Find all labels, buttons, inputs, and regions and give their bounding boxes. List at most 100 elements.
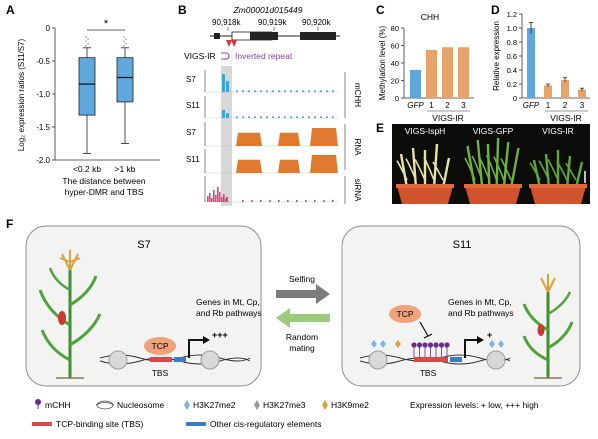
box-s11 — [341, 225, 581, 387]
legend-expression: Expression levels: + low, +++ high — [410, 400, 539, 410]
outlier-point — [125, 42, 127, 45]
mchh-mark — [411, 342, 417, 348]
mchh-signal — [272, 90, 274, 92]
sirna-signal — [223, 194, 225, 202]
panel-b-genome-browser: Zm00001d015449 90,918k 90,919k 90,920k V… — [184, 5, 362, 206]
mchh-signal — [278, 116, 280, 118]
construct-note: Inverted repeat — [235, 51, 293, 61]
mchh-signal — [326, 116, 328, 118]
mchh-signal — [278, 90, 280, 92]
coord-2: 90,919k — [258, 18, 287, 27]
random-mating-label: Random — [286, 332, 318, 342]
plant-leaf — [485, 154, 498, 181]
pot — [397, 186, 453, 204]
x-tick-label-a: <0.2 kb — [73, 164, 101, 174]
track-label-s7-rna: S7 — [186, 128, 196, 137]
sirna-signal — [211, 198, 213, 202]
sirna-signal — [260, 200, 262, 202]
mchh-mark — [427, 342, 434, 348]
gene-name: Zm00001d015449 — [232, 5, 302, 15]
sirna-signal — [332, 200, 334, 202]
mchh-signal — [290, 116, 292, 118]
tcp-protein — [389, 305, 421, 323]
inhibition-mark — [419, 321, 433, 339]
y-tick-label-a: -1.0 — [36, 90, 50, 99]
sirna-signal — [251, 200, 253, 202]
panel-letter-e: E — [376, 121, 384, 135]
nucleosome — [368, 350, 388, 370]
plant-leaf — [556, 160, 568, 181]
h3k27me2-mark — [380, 340, 386, 348]
plant-leaf — [432, 161, 444, 181]
plant-leaf — [405, 158, 417, 181]
pot-rim — [529, 184, 587, 188]
construct-symbol — [221, 52, 230, 60]
genes-right-1: Genes in Mt, Cp, — [448, 297, 512, 307]
mchh-signal — [332, 90, 334, 92]
side-label-mchh: mCHH — [353, 83, 362, 107]
nucleosome — [108, 350, 128, 370]
h3k27me2-mark — [498, 340, 504, 348]
group-label-c: VIGS-IR — [432, 113, 464, 123]
sirna-signal — [217, 187, 219, 202]
box — [78, 57, 96, 116]
mchh-signal — [284, 90, 286, 92]
bar — [410, 70, 421, 98]
outlier-point — [125, 38, 127, 41]
panel-a-boxplot: -2.0 -1.5 -1.0 -0.5 0 <0.2 kb >1 kb Log₂ expr… — [17, 18, 160, 197]
y-tick-label: 80 — [391, 24, 399, 33]
x-tick-label: 2 — [445, 101, 450, 110]
selfing-arrow — [276, 284, 330, 304]
rna-coverage — [310, 128, 338, 146]
y-tick-label-a: -2.0 — [36, 156, 50, 165]
plant-leaf — [478, 156, 491, 181]
mchh-mark — [416, 342, 423, 348]
panel-letter-c: C — [376, 3, 385, 17]
plant-leaf — [464, 157, 476, 181]
mchh-signal — [248, 116, 250, 118]
cis-element — [450, 357, 462, 362]
tbs-legend-icon — [32, 422, 52, 426]
y-tick-label-a: 0 — [46, 24, 51, 33]
sirna-signal — [215, 195, 217, 202]
axis-label-y-a: Log₂ expression ratios (S11/S7) — [17, 38, 26, 151]
rna-coverage — [310, 155, 338, 173]
mchh-peak — [226, 113, 229, 118]
group-label-d: VIGS-IR — [550, 113, 582, 123]
mchh-signal — [242, 90, 244, 92]
mchh-signal — [266, 90, 268, 92]
rna-coverage — [278, 159, 300, 173]
mchh-peak — [222, 110, 225, 118]
h3k27me2-mark — [371, 340, 377, 348]
mchh-signal — [326, 90, 328, 92]
random-mating-label-2: mating — [289, 343, 315, 353]
y-tick-label: 0.6 — [507, 52, 517, 61]
plant-leaf — [476, 139, 484, 189]
mchh-mark — [433, 342, 439, 348]
mchh-peak — [226, 81, 229, 92]
mchh-signal — [260, 116, 262, 118]
genes-right-2: and Rb pathways — [448, 308, 514, 318]
mchh-signal — [284, 116, 286, 118]
sirna-signal — [225, 199, 227, 202]
outlier-point — [87, 38, 89, 41]
panel-e-photo: VIGS-IspH VIGS-GFP VIGS-IR — [392, 124, 590, 204]
plant-leaf — [538, 160, 550, 181]
h3k27me3-legend-icon — [254, 400, 260, 410]
sirna-signal — [278, 200, 280, 202]
photo-label-3: VIGS-IR — [542, 126, 574, 136]
nucleosome — [200, 350, 220, 370]
pot-rim — [396, 184, 454, 188]
plant-leaf — [423, 156, 435, 181]
mchh-signal — [260, 90, 262, 92]
cis-legend-icon — [186, 422, 206, 426]
panel-letter-a: A — [6, 3, 15, 17]
outlier-point — [123, 44, 125, 47]
panel-letter-b: B — [178, 3, 187, 17]
track-label-s7-mchh: S7 — [186, 75, 196, 84]
nucleosome-legend-icon — [95, 400, 115, 410]
outlier-point — [123, 40, 125, 43]
sirna-signal — [219, 192, 221, 202]
mchh-signal — [236, 116, 238, 118]
